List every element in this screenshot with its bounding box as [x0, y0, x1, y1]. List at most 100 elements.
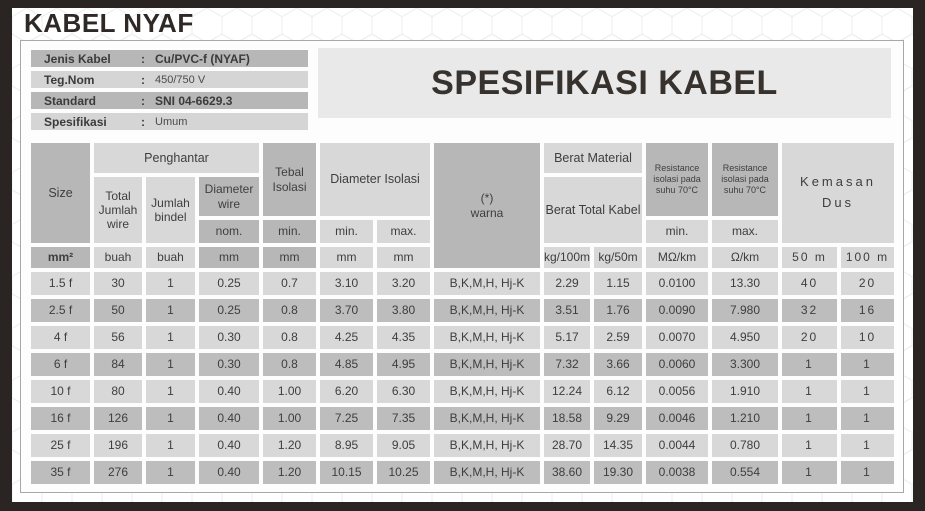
table-cell: 30 [94, 272, 142, 295]
table-cell: 18.58 [544, 407, 590, 430]
table-cell: 0.780 [712, 434, 778, 457]
warna-label: warna [470, 205, 504, 220]
table-cell: 0.40 [199, 461, 259, 484]
info-colon: : [141, 114, 145, 129]
info-row-jenis-kabel: Jenis Kabel : Cu/PVC-f (NYAF) [31, 50, 308, 67]
table-cell: 3.66 [594, 353, 642, 376]
table-cell: 1 [782, 434, 837, 457]
table-cell: 10.25 [377, 461, 430, 484]
table-cell: 0.0038 [646, 461, 708, 484]
unit-kg50: kg/50m [594, 247, 642, 268]
table-cell: 1 [146, 272, 195, 295]
table-cell: 3.20 [377, 272, 430, 295]
table-cell: 3.51 [544, 299, 590, 322]
table-cell: 16 f [31, 407, 90, 430]
info-value: SNI 04-6629.3 [155, 93, 233, 108]
table-cell: 8.95 [320, 434, 373, 457]
table-cell: 276 [94, 461, 142, 484]
table-cell: 4.25 [320, 326, 373, 349]
table-cell: 4.85 [320, 353, 373, 376]
table-cell: 0.30 [199, 326, 259, 349]
table-cell: 126 [94, 407, 142, 430]
table-cell: 1.210 [712, 407, 778, 430]
table-cell: 0.0100 [646, 272, 708, 295]
info-label: Jenis Kabel [44, 51, 111, 66]
table-cell: 0.40 [199, 407, 259, 430]
table-cell: 1.76 [594, 299, 642, 322]
table-cell: 0.8 [263, 326, 316, 349]
unit-iso-min: mm [320, 247, 373, 268]
unit-iso-max: mm [377, 247, 430, 268]
table-cell: 32 [782, 299, 837, 322]
table-cell: 1 [782, 353, 837, 376]
table-cell: 1.00 [263, 407, 316, 430]
cable-info-box: Jenis Kabel : Cu/PVC-f (NYAF) Teg.Nom : … [31, 50, 308, 134]
table-cell: 5.17 [544, 326, 590, 349]
col-header-size: Size [31, 143, 90, 243]
table-cell: 12.24 [544, 380, 590, 403]
table-cell: 6 f [31, 353, 90, 376]
table-cell: 1 [146, 461, 195, 484]
table-cell: 3.300 [712, 353, 778, 376]
table-cell: 1 [841, 434, 894, 457]
col-header-resistance-min-sub: min. [646, 220, 708, 243]
table-cell: 19.30 [594, 461, 642, 484]
table-cell: 35 f [31, 461, 90, 484]
col-header-resistance-min: Resistance isolasi pada suhu 70°C [646, 143, 708, 216]
table-cell: 1.00 [263, 380, 316, 403]
table-cell: 3.70 [320, 299, 373, 322]
info-row-teg-nom: Teg.Nom : 450/750 V [31, 71, 308, 88]
col-header-tebal-isolasi: Tebal Isolasi [263, 143, 316, 216]
table-cell: 0.0060 [646, 353, 708, 376]
table-cell: 0.7 [263, 272, 316, 295]
table-cell: 56 [94, 326, 142, 349]
table-cell: 7.35 [377, 407, 430, 430]
info-label: Teg.Nom [44, 72, 95, 87]
table-cell: 3.10 [320, 272, 373, 295]
table-cell: 3.80 [377, 299, 430, 322]
unit-diam: mm [199, 247, 259, 268]
info-row-standard: Standard : SNI 04-6629.3 [31, 92, 308, 109]
table-cell: 1.910 [712, 380, 778, 403]
table-cell: 4 f [31, 326, 90, 349]
table-cell: 20 [841, 272, 894, 295]
unit-size: mm² [31, 247, 90, 268]
table-cell: 1 [841, 353, 894, 376]
table-cell: 2.59 [594, 326, 642, 349]
info-value: Cu/PVC-f (NYAF) [155, 51, 250, 66]
table-cell: 1 [782, 461, 837, 484]
table-cell: B,K,M,H, Hj-K [434, 407, 540, 430]
table-cell: 10 f [31, 380, 90, 403]
table-cell: 6.30 [377, 380, 430, 403]
table-cell: 1 [782, 380, 837, 403]
info-label: Spesifikasi [44, 114, 107, 129]
unit-tebal: mm [263, 247, 316, 268]
col-header-total-jumlah-wire: Total Jumlah wire [94, 177, 142, 243]
table-cell: 1 [841, 380, 894, 403]
spec-banner: SPESIFIKASI KABEL [318, 48, 891, 118]
table-cell: B,K,M,H, Hj-K [434, 326, 540, 349]
table-cell: 0.0046 [646, 407, 708, 430]
page-title: KABEL NYAF [24, 8, 194, 38]
table-cell: 16 [841, 299, 894, 322]
col-header-penghantar: Penghantar [94, 143, 259, 173]
table-cell: 0.0056 [646, 380, 708, 403]
unit-rmax: Ω/km [712, 247, 778, 268]
unit-rmin: MΩ/km [646, 247, 708, 268]
col-header-jumlah-bindel: Jumlah bindel [146, 177, 195, 243]
info-colon: : [141, 51, 145, 66]
table-cell: 7.980 [712, 299, 778, 322]
table-cell: 0.0044 [646, 434, 708, 457]
col-header-iso-min: min. [320, 220, 373, 243]
table-cell: 0.40 [199, 434, 259, 457]
col-header-tebal-min: min. [263, 220, 316, 243]
table-cell: 1 [146, 326, 195, 349]
table-cell: 14.35 [594, 434, 642, 457]
col-header-nom: nom. [199, 220, 259, 243]
unit-wire: buah [94, 247, 142, 268]
table-cell: B,K,M,H, Hj-K [434, 353, 540, 376]
info-value: Umum [155, 115, 188, 128]
table-cell: 2.5 f [31, 299, 90, 322]
table-cell: 1 [841, 461, 894, 484]
